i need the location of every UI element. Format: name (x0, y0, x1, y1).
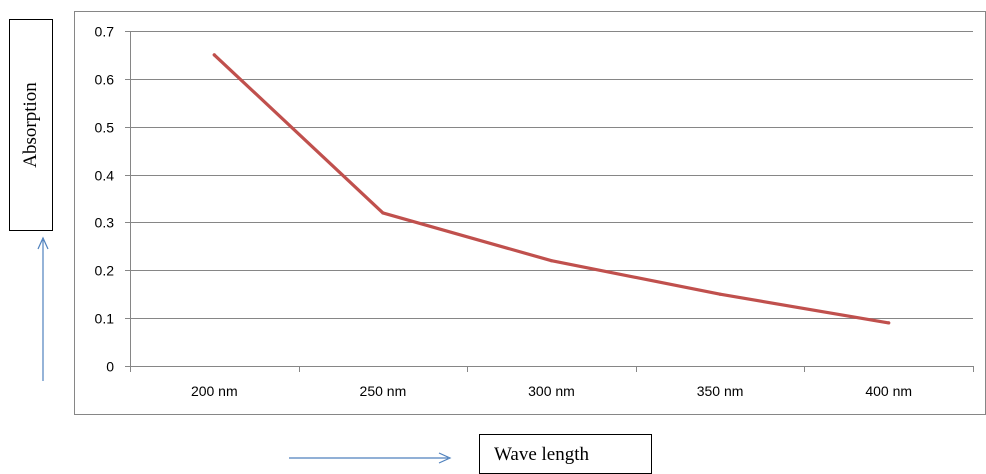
data-point-0-4 (887, 321, 891, 325)
x-direction-arrow (289, 452, 452, 464)
x-axis-label-box: Wave length (479, 434, 652, 474)
y-tick-label-1: 0.1 (95, 311, 115, 327)
x-tick-label-4: 400 nm (865, 383, 912, 399)
y-tick-label-0: 0 (106, 359, 114, 375)
x-tick-label-3: 350 nm (697, 383, 744, 399)
axes (125, 31, 974, 372)
data-point-0-0 (212, 53, 216, 57)
y-direction-arrow (37, 236, 49, 381)
y-axis-label-box: Absorption (9, 19, 53, 231)
x-tick-labels: 200 nm 250 nm 300 nm 350 nm 400 nm (191, 383, 912, 399)
y-tick-label-2: 0.2 (95, 263, 115, 279)
y-tick-label-5: 0.5 (95, 120, 115, 136)
x-tick-label-2: 300 nm (528, 383, 575, 399)
x-tick-label-1: 250 nm (360, 383, 407, 399)
y-axis-label: Absorption (20, 82, 41, 168)
data-point-0-1 (381, 211, 385, 215)
data-point-0-3 (718, 292, 722, 296)
y-tick-label-7: 0.7 (95, 24, 115, 40)
y-tick-label-4: 0.4 (95, 168, 115, 184)
gridlines (130, 31, 973, 319)
x-axis-label: Wave length (494, 444, 590, 465)
x-tick-label-0: 200 nm (191, 383, 238, 399)
y-tick-label-3: 0.3 (95, 215, 115, 231)
y-tick-labels: 0 0.1 0.2 0.3 0.4 0.5 0.6 0.7 (95, 24, 115, 375)
series-layer (212, 53, 891, 325)
y-tick-label-6: 0.6 (95, 72, 115, 88)
chart-area-frame (74, 11, 986, 415)
data-point-0-2 (549, 259, 554, 263)
